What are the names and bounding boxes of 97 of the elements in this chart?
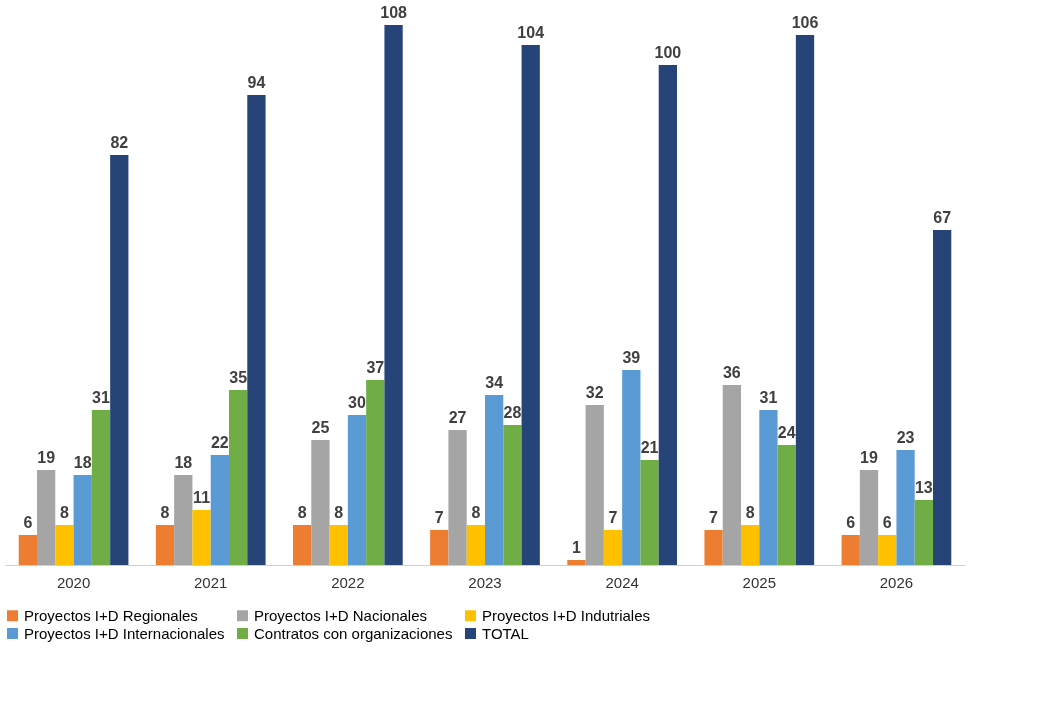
data-label: 8 [471,504,481,521]
legend-label: Proyectos I+D Nacionales [254,606,427,624]
bar [878,535,897,565]
bar [192,510,211,565]
data-label: 8 [160,504,170,521]
legend-label: TOTAL [482,624,529,642]
bar [366,380,385,565]
bar [914,500,933,565]
data-label: 1 [571,539,581,556]
bar [741,525,760,565]
data-label: 13 [914,479,933,496]
bar [622,370,641,565]
data-label: 11 [193,489,211,506]
data-label: 106 [791,14,819,31]
data-label: 100 [654,44,682,61]
bar [585,405,604,565]
data-label: 24 [777,424,796,441]
data-label: 19 [860,449,878,466]
bar [722,385,741,565]
bar [55,525,74,565]
x-tick-label: 2022 [331,573,365,591]
bar [18,535,37,565]
x-tick-label: 2026 [879,573,914,591]
bar [229,390,248,565]
bar [311,440,330,565]
legend-label: Contratos con organizaciones [254,624,453,642]
bar [704,530,723,565]
data-label: 23 [896,429,915,446]
bar [430,530,449,565]
legend-label: Proyectos I+D Indutriales [482,606,650,624]
data-label: 7 [709,509,719,526]
data-label: 39 [622,349,641,366]
data-label: 6 [882,514,892,531]
bar [658,65,677,565]
data-label: 6 [846,514,856,531]
data-label: 7 [608,509,618,526]
data-label: 35 [229,369,248,386]
bar [37,470,56,565]
bar [210,455,229,565]
x-tick-label: 2021 [194,573,228,591]
data-label: 36 [722,364,741,381]
data-label: 31 [759,389,778,406]
bar [521,45,540,565]
data-label: 22 [210,434,229,451]
bar [640,460,659,565]
bar [448,430,467,565]
data-label: 30 [348,394,366,411]
bar [329,525,348,565]
x-tick-label: 2024 [605,573,639,591]
bar [247,95,266,565]
bar [485,395,504,565]
bar [466,525,485,565]
data-label: 34 [485,374,504,391]
data-label: 21 [640,439,659,456]
data-label: 28 [503,404,522,421]
bar [567,560,586,565]
x-tick-label: 2025 [742,573,776,591]
bar [841,535,860,565]
bar [896,450,915,565]
bar [174,475,193,565]
data-label: 6 [23,514,33,531]
data-label: 104 [517,24,545,41]
data-label: 82 [110,134,129,151]
data-label: 18 [73,454,92,471]
x-tick-label: 2020 [56,573,91,591]
bar [155,525,175,565]
bar [859,470,879,565]
data-label: 108 [380,4,408,21]
data-label: 31 [92,389,110,406]
bar [293,525,312,565]
bar [73,475,92,565]
data-label: 19 [37,449,56,466]
data-label: 94 [247,74,266,91]
bar [384,25,403,565]
bar [110,155,129,565]
data-label: 18 [174,454,193,471]
legend-label: Proyectos I+D Regionales [24,606,198,624]
data-label: 25 [311,419,330,436]
data-label: 32 [585,384,604,401]
data-label: 67 [933,209,952,226]
bar [777,445,796,565]
x-tick-label: 2023 [468,573,502,591]
bar [933,230,952,565]
data-label: 8 [59,504,69,521]
data-label: 8 [297,504,307,521]
legend-label: Proyectos I+D Internacionales [24,624,225,642]
data-label: 8 [334,504,344,521]
data-label: 8 [745,504,755,521]
bar [91,410,111,565]
bar [603,530,623,565]
data-label: 37 [366,359,385,376]
bar [795,35,815,565]
bar [503,425,522,565]
bar [759,410,778,565]
data-label: 27 [448,409,467,426]
bar [347,415,367,565]
data-label: 7 [434,509,444,526]
